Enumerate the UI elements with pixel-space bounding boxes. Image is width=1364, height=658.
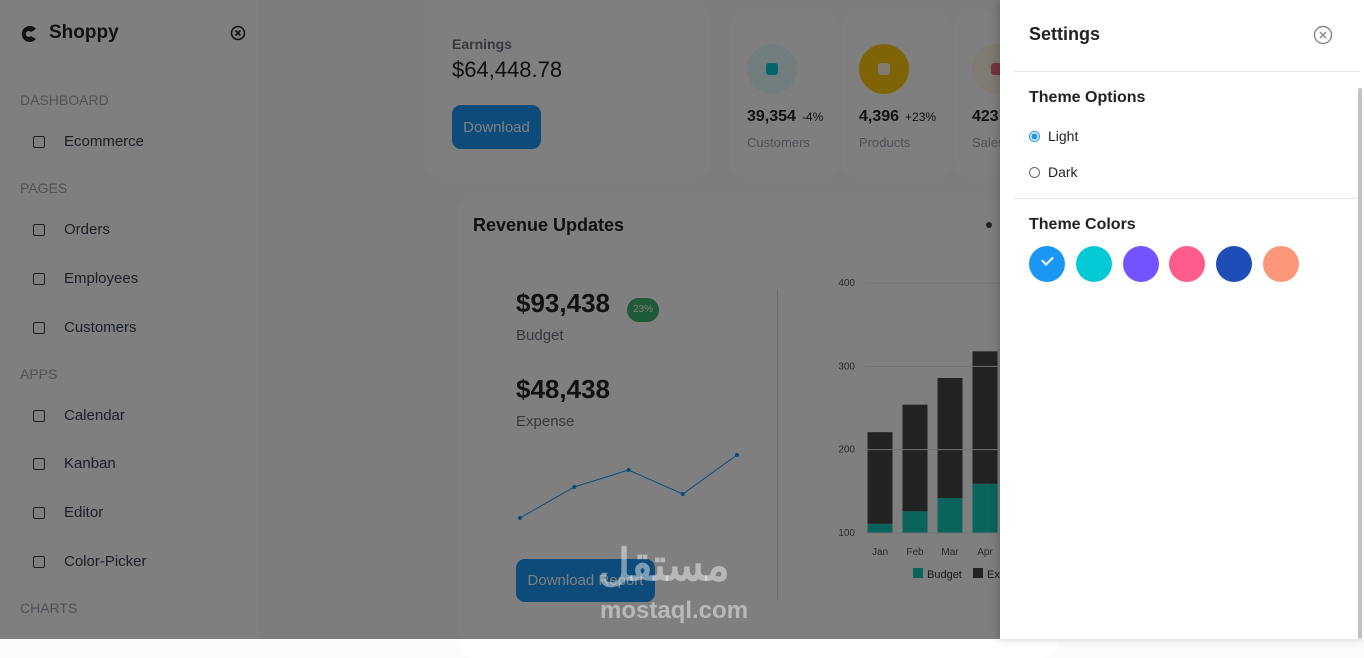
scrollbar[interactable]	[1358, 88, 1362, 639]
separator	[1014, 198, 1360, 199]
watermark-latin: mostaql.com	[600, 597, 749, 624]
theme-color[interactable]	[1122, 246, 1159, 282]
page: Shoppy {"sidebar":{"brand":"Shoppy","sec…	[0, 0, 1364, 639]
radio-label: Light	[1048, 128, 1079, 144]
radio[interactable]	[1029, 167, 1040, 178]
watermark-arabic: مستقل	[598, 541, 730, 590]
radio[interactable]	[1029, 131, 1040, 142]
theme-color[interactable]	[1029, 246, 1065, 282]
body: Shoppy DASHBOARDEcommercePAGESOrdersEmpl…	[0, 0, 1364, 639]
options-title: Theme Options	[1029, 89, 1146, 106]
settings-panel: Settings Theme Options Theme Colors Ligh…	[1000, 0, 1364, 639]
theme-color[interactable]	[1169, 246, 1206, 282]
colors-title: Theme Colors	[1029, 216, 1136, 233]
separator	[1014, 71, 1360, 72]
theme-color[interactable]	[1216, 246, 1253, 282]
settings-title: Settings	[1029, 24, 1101, 44]
radio-label: Dark	[1048, 164, 1078, 180]
theme-color[interactable]	[1075, 246, 1112, 282]
close-settings[interactable]	[1313, 25, 1333, 45]
theme-color[interactable]	[1263, 246, 1299, 282]
